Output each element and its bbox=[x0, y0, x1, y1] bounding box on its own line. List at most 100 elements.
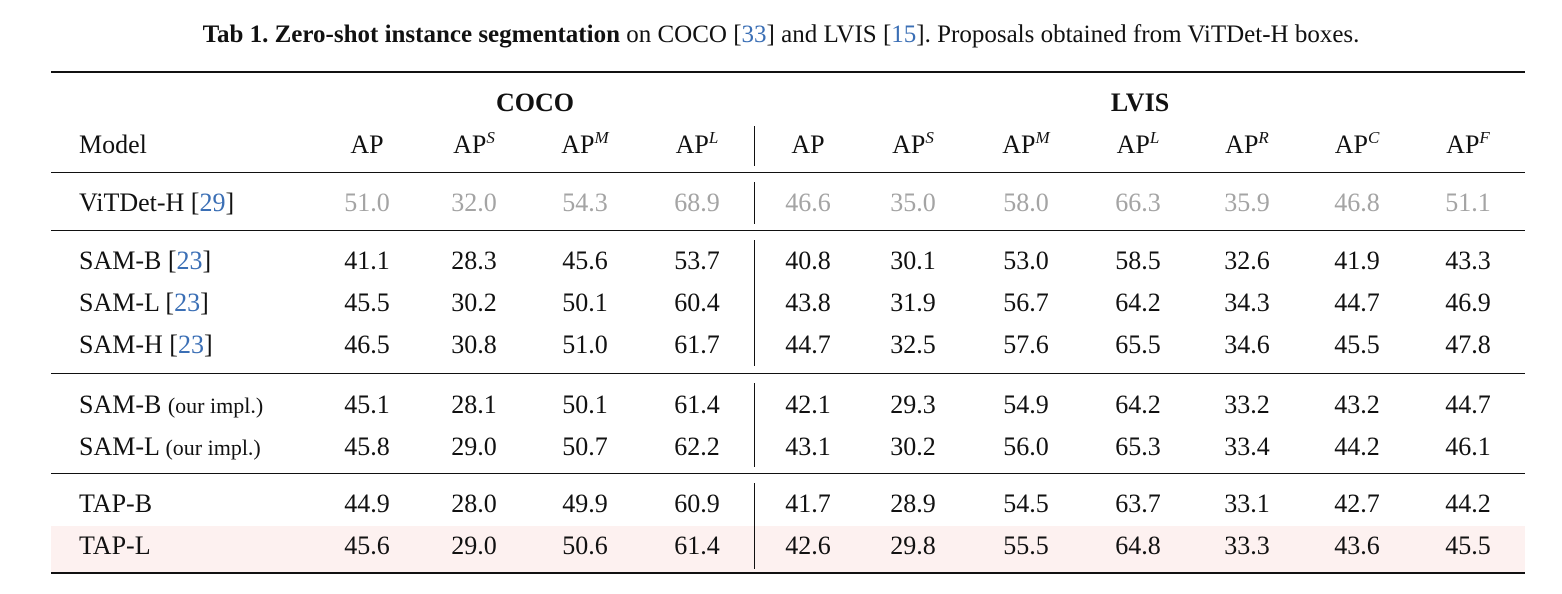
column-header-superscript: R bbox=[1258, 128, 1269, 147]
column-divider bbox=[754, 240, 755, 366]
table-cell: 46.9 bbox=[1445, 288, 1491, 317]
table-cell: 45.6 bbox=[562, 246, 608, 275]
caption-cite-lvis[interactable]: 15 bbox=[891, 21, 917, 48]
header-rule bbox=[51, 172, 1525, 173]
table-cell: 51.1 bbox=[1445, 188, 1491, 217]
table-cell: 43.2 bbox=[1334, 390, 1380, 419]
table-cell: 33.2 bbox=[1224, 390, 1270, 419]
citation-bracket: ] bbox=[200, 288, 209, 317]
table-row-model-name: SAM-B [23] bbox=[79, 244, 211, 278]
column-header-base: AP bbox=[1446, 130, 1480, 159]
table-cell: 58.0 bbox=[1003, 188, 1049, 217]
table-cell: 64.8 bbox=[1115, 531, 1161, 560]
top-rule bbox=[51, 71, 1525, 73]
table-cell: 44.7 bbox=[1334, 288, 1380, 317]
table-cell: 46.1 bbox=[1445, 432, 1491, 461]
table-row-model-name: ViTDet-H [29] bbox=[79, 186, 234, 220]
table-cell: 53.0 bbox=[1003, 246, 1049, 275]
model-note: (our impl.) bbox=[167, 393, 264, 418]
citation-link[interactable]: 23 bbox=[176, 246, 203, 275]
table-cell: 58.5 bbox=[1115, 246, 1161, 275]
section-rule-2 bbox=[51, 373, 1525, 374]
table-cell: 43.6 bbox=[1334, 531, 1380, 560]
column-header-superscript: C bbox=[1367, 128, 1380, 147]
model-name: TAP-L bbox=[79, 531, 151, 560]
table-cell: 31.9 bbox=[890, 288, 936, 317]
table-cell: 30.1 bbox=[890, 246, 936, 275]
column-header: APL bbox=[652, 128, 742, 162]
column-divider bbox=[754, 126, 755, 166]
table-cell: 64.2 bbox=[1115, 288, 1161, 317]
table-cell: 43.3 bbox=[1445, 246, 1491, 275]
citation-link[interactable]: 23 bbox=[174, 288, 201, 317]
table-cell: 45.5 bbox=[1334, 330, 1380, 359]
model-name: TAP-B bbox=[79, 489, 153, 518]
table-cell: 60.4 bbox=[674, 288, 720, 317]
table-cell: 29.0 bbox=[451, 531, 497, 560]
table-cell: 50.1 bbox=[562, 288, 608, 317]
column-header-superscript: M bbox=[594, 128, 609, 147]
table-cell: 29.0 bbox=[451, 432, 497, 461]
caption-bold: Tab 1. Zero-shot instance segmentation bbox=[202, 21, 620, 48]
column-header-base: AP bbox=[1116, 130, 1150, 159]
table-cell: 56.0 bbox=[1003, 432, 1049, 461]
table-cell: 34.6 bbox=[1224, 330, 1270, 359]
table-cell: 33.4 bbox=[1224, 432, 1270, 461]
column-header-superscript: L bbox=[708, 128, 719, 147]
table-row-model-name: TAP-B bbox=[79, 487, 152, 521]
table-cell: 53.7 bbox=[674, 246, 720, 275]
table-cell: 46.8 bbox=[1334, 188, 1380, 217]
column-header-base: AP bbox=[1334, 130, 1368, 159]
table-cell: 28.3 bbox=[451, 246, 497, 275]
table-cell: 65.3 bbox=[1115, 432, 1161, 461]
table-cell: 44.2 bbox=[1445, 489, 1491, 518]
column-header: APC bbox=[1312, 128, 1402, 162]
table-cell: 28.0 bbox=[451, 489, 497, 518]
column-header: APS bbox=[429, 128, 519, 162]
table-cell: 44.9 bbox=[344, 489, 390, 518]
table-cell: 61.4 bbox=[674, 390, 720, 419]
table-cell: 28.1 bbox=[451, 390, 497, 419]
section-rule-3 bbox=[51, 473, 1525, 474]
column-header-base: AP bbox=[892, 130, 926, 159]
citation-link[interactable]: 29 bbox=[199, 188, 226, 217]
caption-text-2: ] and LVIS [ bbox=[766, 21, 892, 48]
table-cell: 42.1 bbox=[785, 390, 831, 419]
table-cell: 40.8 bbox=[785, 246, 831, 275]
table-row-model-name: SAM-B (our impl.) bbox=[79, 388, 263, 423]
table-cell: 46.5 bbox=[344, 330, 390, 359]
column-header-base: AP bbox=[350, 130, 384, 159]
table-cell: 28.9 bbox=[890, 489, 936, 518]
model-name: SAM-L [ bbox=[79, 288, 175, 317]
table-cell: 44.7 bbox=[785, 330, 831, 359]
column-header: APM bbox=[981, 128, 1071, 162]
caption-cite-coco[interactable]: 33 bbox=[741, 21, 767, 48]
column-header: APS bbox=[868, 128, 958, 162]
table-cell: 50.7 bbox=[562, 432, 608, 461]
table-cell: 33.3 bbox=[1224, 531, 1270, 560]
column-header-base: AP bbox=[561, 130, 595, 159]
table-cell: 54.9 bbox=[1003, 390, 1049, 419]
citation-bracket: ] bbox=[203, 330, 213, 359]
caption-text-3: ]. Proposals obtained from ViTDet-H boxe… bbox=[916, 21, 1360, 48]
table-cell: 41.7 bbox=[785, 489, 831, 518]
table-cell: 49.9 bbox=[562, 489, 608, 518]
column-header: APF bbox=[1423, 128, 1513, 162]
column-header: APL bbox=[1093, 128, 1183, 162]
bottom-rule bbox=[51, 572, 1525, 574]
table-row-model-name: SAM-L (our impl.) bbox=[79, 430, 261, 465]
table-cell: 43.8 bbox=[785, 288, 831, 317]
table-cell: 51.0 bbox=[344, 188, 390, 217]
table-row-model-name: SAM-H [23] bbox=[79, 328, 213, 362]
table-cell: 45.5 bbox=[344, 288, 390, 317]
table-cell: 41.1 bbox=[344, 246, 390, 275]
group-header-coco: COCO bbox=[496, 88, 574, 117]
table-row-model-name: TAP-L bbox=[79, 529, 151, 563]
column-header: AP bbox=[322, 128, 412, 162]
table-cell: 68.9 bbox=[674, 188, 720, 217]
column-header: APR bbox=[1202, 128, 1292, 162]
citation-link[interactable]: 23 bbox=[177, 330, 204, 359]
citation-bracket: ] bbox=[225, 188, 235, 217]
table-cell: 65.5 bbox=[1115, 330, 1161, 359]
table-cell: 47.8 bbox=[1445, 330, 1491, 359]
